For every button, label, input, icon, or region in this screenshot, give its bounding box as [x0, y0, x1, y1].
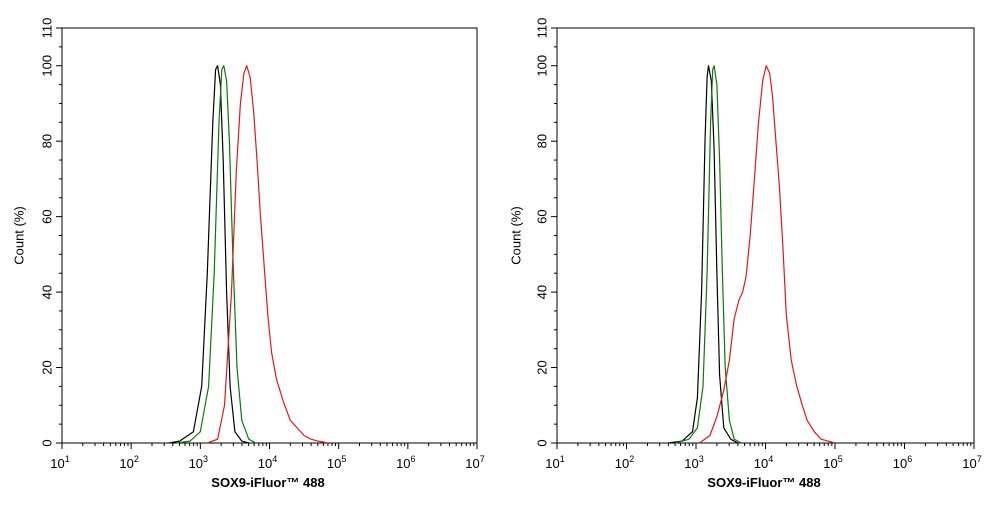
x-tick-label: 107 [962, 454, 981, 471]
y-tick-label: 0 [534, 439, 549, 446]
x-tick-label: 102 [615, 454, 634, 471]
x-tick-label: 107 [465, 454, 484, 471]
histogram-line-black [169, 65, 249, 444]
y-tick-label: 0 [39, 439, 54, 446]
histogram-line-green [674, 65, 742, 444]
histogram-panel-left: 0 20 40 60 80 100 110 101 102 103 104 105 106 107 Coun… [11, 18, 484, 490]
histogram-line-green [176, 65, 256, 444]
y-tick-label: 100 [534, 55, 549, 77]
y-tick-label: 110 [534, 18, 549, 39]
y-tick-label: 40 [39, 285, 54, 299]
x-tick-label: 101 [545, 454, 564, 471]
x-tick-label: 106 [396, 454, 415, 471]
x-tick-label: 104 [754, 454, 773, 471]
y-tick-label: 110 [39, 18, 54, 39]
x-tick-label: 105 [327, 454, 346, 471]
x-tick-label: 104 [258, 454, 277, 471]
y-tick-label: 100 [39, 55, 54, 77]
y-tick-label: 40 [534, 285, 549, 299]
x-tick-label: 105 [823, 454, 842, 471]
x-tick-label: 106 [893, 454, 912, 471]
y-axis-title: Count (%) [508, 206, 523, 265]
plot-frame [61, 27, 478, 444]
histogram-line-red [207, 65, 329, 444]
histogram-line-red [699, 65, 836, 444]
plot-frame [556, 27, 975, 444]
x-axis-title: SOX9-iFluor™ 488 [707, 475, 820, 490]
y-tick-label: 20 [39, 360, 54, 374]
x-axis-title: SOX9-iFluor™ 488 [211, 475, 324, 490]
x-tick-label: 103 [684, 454, 703, 471]
histogram-panel-right: 0 20 40 60 80 100 110 101 102 103 104 105 106 107 Coun… [508, 18, 981, 490]
y-tick-label: 60 [39, 209, 54, 223]
y-tick-label: 80 [534, 134, 549, 148]
x-tick-label: 103 [189, 454, 208, 471]
y-tick-label: 80 [39, 134, 54, 148]
x-tick-label: 102 [119, 454, 138, 471]
histogram-line-black [668, 65, 738, 444]
y-axis-title: Count (%) [11, 206, 26, 265]
y-tick-label: 20 [534, 360, 549, 374]
x-tick-label: 101 [50, 454, 69, 471]
y-tick-label: 60 [534, 209, 549, 223]
